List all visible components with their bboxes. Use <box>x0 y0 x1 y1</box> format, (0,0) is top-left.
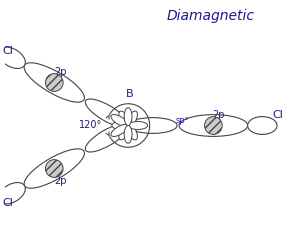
Ellipse shape <box>124 121 137 140</box>
Ellipse shape <box>119 112 132 131</box>
Ellipse shape <box>128 118 177 134</box>
Ellipse shape <box>24 64 85 103</box>
Ellipse shape <box>0 183 25 204</box>
Ellipse shape <box>111 125 128 137</box>
Ellipse shape <box>112 121 134 131</box>
Ellipse shape <box>123 121 144 131</box>
Ellipse shape <box>85 124 128 152</box>
Ellipse shape <box>124 108 132 126</box>
Ellipse shape <box>111 115 128 127</box>
Ellipse shape <box>128 122 148 130</box>
Text: 2p: 2p <box>212 109 224 119</box>
Ellipse shape <box>179 115 248 137</box>
Text: 2p: 2p <box>54 66 66 76</box>
Ellipse shape <box>124 126 132 144</box>
Text: sp²: sp² <box>176 116 188 124</box>
Circle shape <box>46 74 63 92</box>
Ellipse shape <box>24 149 85 188</box>
Ellipse shape <box>0 48 25 69</box>
Circle shape <box>205 117 222 135</box>
Text: Cl: Cl <box>273 109 283 119</box>
Ellipse shape <box>124 112 137 131</box>
Text: Diamagnetic: Diamagnetic <box>167 9 254 23</box>
Text: Cl: Cl <box>2 197 13 207</box>
Text: B: B <box>126 88 134 99</box>
Ellipse shape <box>85 100 128 128</box>
Text: Cl: Cl <box>2 46 13 56</box>
Text: 2p: 2p <box>54 176 66 186</box>
Ellipse shape <box>119 121 132 140</box>
Text: 120°: 120° <box>79 119 103 129</box>
Circle shape <box>46 160 63 178</box>
Ellipse shape <box>248 117 277 135</box>
